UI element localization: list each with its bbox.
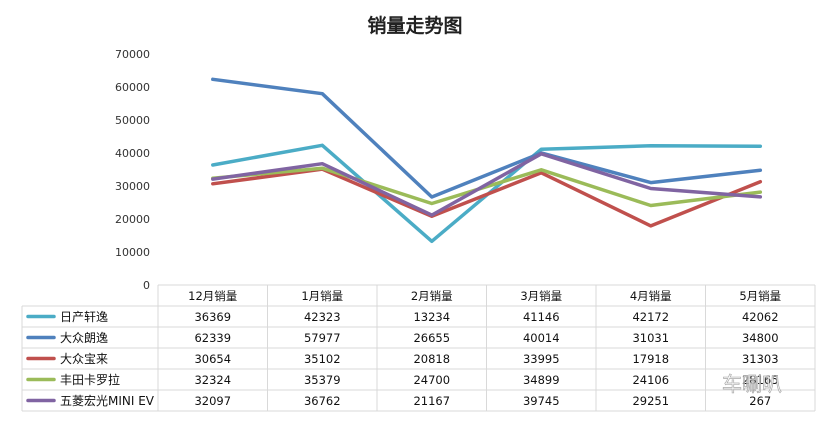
- x-category-label: 5月销量: [739, 289, 781, 303]
- data-label: 42323: [304, 310, 341, 324]
- y-tick-label: 0: [143, 279, 150, 292]
- legend-label: 日产轩逸: [60, 310, 108, 324]
- data-label: 40014: [523, 331, 560, 345]
- y-tick-label: 10000: [115, 246, 150, 259]
- data-label: 32097: [194, 394, 231, 408]
- x-category-label: 3月销量: [520, 289, 562, 303]
- data-label: 26655: [413, 331, 450, 345]
- series-line-3: [211, 166, 763, 208]
- series-line-1: [211, 77, 763, 199]
- data-label: 36369: [194, 310, 231, 324]
- data-label: 28165: [742, 373, 779, 387]
- y-tick-label: 50000: [115, 114, 150, 127]
- chart-title: 销量走势图: [367, 14, 462, 37]
- data-label: 24700: [413, 373, 450, 387]
- data-label: 32324: [194, 373, 231, 387]
- data-label: 17918: [632, 352, 669, 366]
- legend-label: 丰田卡罗拉: [60, 372, 120, 387]
- data-label: 13234: [413, 310, 450, 324]
- data-label: 35379: [304, 373, 341, 387]
- series-line-4: [211, 152, 763, 217]
- legend-label: 五菱宏光MINI EV: [60, 393, 155, 408]
- data-label: 33995: [523, 352, 560, 366]
- legend-label: 大众朗逸: [60, 331, 108, 345]
- x-category-label: 2月销量: [411, 289, 453, 303]
- series-lines: [211, 77, 763, 244]
- y-tick-label: 40000: [115, 147, 150, 160]
- data-label: 35102: [304, 352, 341, 366]
- series-line-2: [211, 167, 763, 228]
- x-category-label: 4月销量: [630, 289, 672, 303]
- y-tick-label: 60000: [115, 81, 150, 94]
- data-label: 21167: [413, 394, 450, 408]
- data-label: 30654: [194, 352, 231, 366]
- data-label: 62339: [194, 331, 231, 345]
- data-label: 24106: [632, 373, 669, 387]
- legend-label: 大众宝来: [60, 352, 108, 366]
- data-label: 36762: [304, 394, 341, 408]
- data-label: 29251: [632, 394, 669, 408]
- data-label: 41146: [523, 310, 560, 324]
- data-label: 42062: [742, 310, 779, 324]
- data-label: 39745: [523, 394, 560, 408]
- y-tick-label: 30000: [115, 180, 150, 193]
- x-category-label: 12月销量: [188, 289, 237, 303]
- x-category-label: 1月销量: [301, 289, 343, 303]
- y-axis: 0 10000 20000 30000 40000 50000 60000 70000: [115, 48, 150, 292]
- data-label: 20818: [413, 352, 450, 366]
- y-tick-label: 70000: [115, 48, 150, 61]
- data-label: 267: [749, 394, 771, 408]
- data-label: 34899: [523, 373, 560, 387]
- data-label: 57977: [304, 331, 341, 345]
- watermark: 车唰叭: [722, 372, 782, 396]
- data-label: 34800: [742, 331, 779, 345]
- data-label: 31303: [742, 352, 779, 366]
- y-tick-label: 20000: [115, 213, 150, 226]
- data-label: 31031: [632, 331, 669, 345]
- data-label: 42172: [632, 310, 669, 324]
